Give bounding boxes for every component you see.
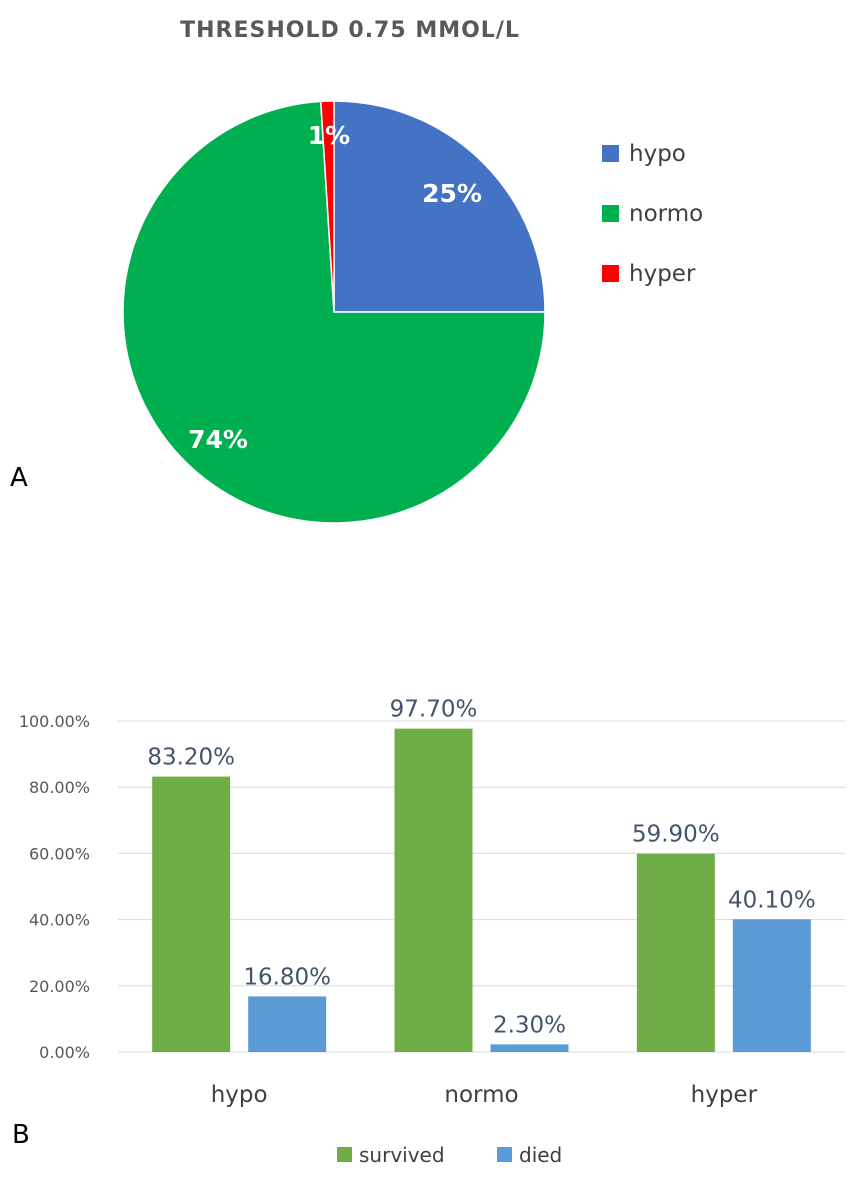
bar-chart: 0.00% 20.00% 40.00% 60.00% 80.00% 100.00% 83.2…	[19, 697, 845, 1167]
data-label-survived-normo: 97.70%	[390, 697, 478, 723]
bar-survived-hypo	[152, 776, 231, 1052]
y-tick-label: 20.00%	[29, 977, 90, 996]
y-tick-label: 60.00%	[29, 844, 90, 863]
data-label-died-normo: 2.30%	[493, 1012, 566, 1038]
legend-label-hypo: hypo	[629, 141, 686, 167]
x-category-label-hypo: hypo	[211, 1082, 268, 1108]
legend-label-hyper: hyper	[629, 261, 696, 287]
data-label-survived-hypo: 83.20%	[147, 745, 235, 771]
legend-swatch-survived	[337, 1147, 352, 1162]
y-tick-label: 0.00%	[39, 1043, 90, 1062]
pie-slice-hyper	[319, 100, 335, 313]
slice-label-hypo: 25%	[422, 179, 482, 208]
panel-label-a: A	[10, 463, 28, 493]
bar-died-normo	[490, 1044, 569, 1052]
x-category-label-normo: normo	[444, 1082, 518, 1108]
pie-chart: 25% 74% 1% hypo normo hyper	[122, 100, 703, 524]
data-label-died-hyper: 40.10%	[728, 887, 816, 913]
slice-label-normo: 74%	[188, 425, 248, 454]
panel-b-bar-chart: 0.00% 20.00% 40.00% 60.00% 80.00% 100.00% 83.2…	[0, 640, 851, 1180]
data-label-died-hypo: 16.80%	[243, 964, 331, 990]
pie-slice-hypo	[333, 100, 546, 313]
y-tick-label: 80.00%	[29, 778, 90, 797]
panel-a-pie-chart: THRESHOLD 0.75 MMOL/L 25% 74% 1% hypo normo h…	[0, 0, 851, 560]
bar-survived-hyper	[636, 853, 715, 1052]
legend-swatch-hypo	[602, 145, 619, 162]
x-category-label-hyper: hyper	[691, 1082, 758, 1108]
bar-died-hyper	[732, 919, 811, 1052]
bar-survived-normo	[394, 728, 473, 1052]
legend-swatch-hyper	[602, 265, 619, 282]
legend-label-died: died	[519, 1143, 562, 1167]
y-tick-label: 100.00%	[19, 712, 90, 731]
chart-title: THRESHOLD 0.75 MMOL/L	[180, 18, 520, 43]
y-tick-label: 40.00%	[29, 911, 90, 930]
panel-label-b: B	[12, 1120, 30, 1150]
bar-died-hypo	[248, 996, 327, 1052]
legend-swatch-normo	[602, 205, 619, 222]
legend-label-normo: normo	[629, 201, 703, 227]
data-label-survived-hyper: 59.90%	[632, 822, 720, 848]
pie-slice-normo	[122, 100, 546, 524]
slice-label-hyper: 1%	[308, 121, 350, 150]
legend-swatch-died	[497, 1147, 512, 1162]
legend-label-survived: survived	[359, 1143, 445, 1167]
